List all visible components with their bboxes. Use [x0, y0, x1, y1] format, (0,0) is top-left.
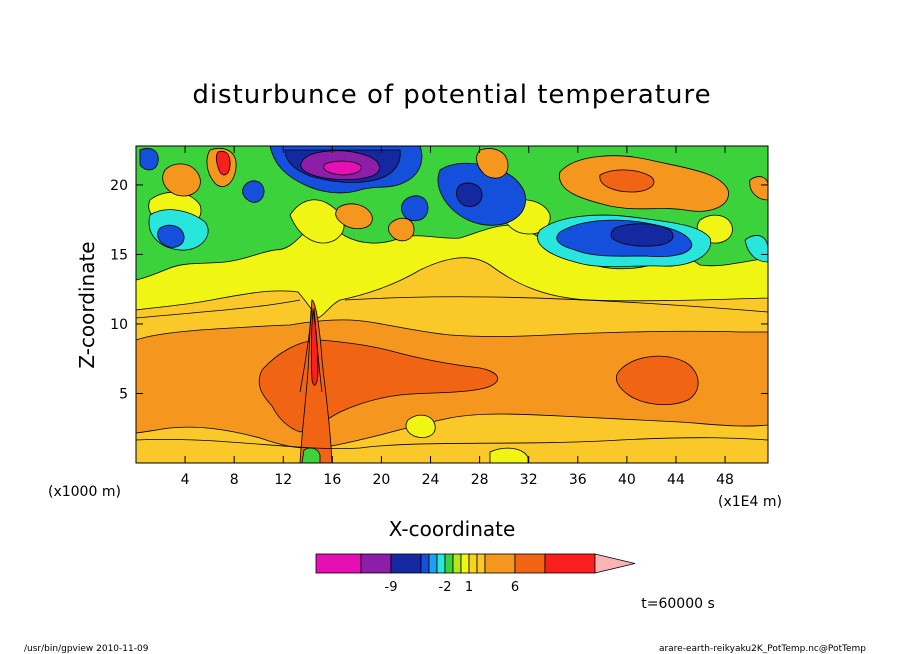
- field-yellow-lower-2: [489, 447, 529, 463]
- colorbar-tick-label: 1: [465, 580, 473, 595]
- plot-area: [136, 146, 768, 463]
- colorbar-box: [315, 553, 362, 574]
- colorbar-tick-label: 6: [511, 580, 519, 595]
- field-orange-mid: [335, 203, 373, 230]
- colorbar-box: [444, 553, 454, 574]
- plot-frame: [135, 145, 769, 464]
- y-axis-label: Z-coordinate: [75, 241, 99, 368]
- footer-right: arare-earth-reikyaku2K_PotTemp.nc@PotTem…: [659, 644, 866, 654]
- colorbar-tick-label: -2: [439, 580, 452, 595]
- field-darkblue-right: [610, 223, 674, 247]
- x-tick-label: 40: [618, 472, 636, 488]
- time-label: t=60000 s: [641, 596, 715, 612]
- colorbar: -9 -2 1 6: [315, 553, 636, 595]
- contour-line: [313, 307, 323, 393]
- footer-left: /usr/bin/gpview 2010-11-09: [24, 644, 149, 654]
- field-orange-mid2: [388, 217, 415, 242]
- colorbar-box: [514, 553, 546, 574]
- x-unit-left: (x1000 m): [48, 484, 121, 500]
- field-blue-left: [157, 224, 185, 248]
- y-axis: 5 10 15 20: [110, 178, 768, 402]
- colorbar-box: [390, 553, 422, 574]
- field-orange-upper-left: [162, 163, 201, 197]
- colorbar-box: [484, 553, 516, 574]
- x-tick-label: 8: [230, 472, 239, 488]
- colorbar-box: [544, 553, 596, 574]
- x-axis: 4 8 12 16 20 24 28 32 36 40 44 48: [181, 146, 734, 488]
- field-blue-small-2: [400, 195, 429, 222]
- field-cyan-3: [744, 235, 768, 263]
- chart-title: disturbunce of potential temperature: [192, 80, 711, 110]
- colorbar-box: [420, 553, 430, 574]
- field-orange-top3: [749, 176, 768, 201]
- x-tick-label: 4: [181, 472, 190, 488]
- field-darkblue-mid: [456, 182, 483, 207]
- field-magenta: [323, 160, 362, 176]
- x-tick-label: 44: [667, 472, 685, 488]
- x-tick-label: 16: [323, 472, 341, 488]
- field-darkorange-right: [616, 355, 699, 406]
- x-unit-right: (x1E4 m): [718, 494, 782, 510]
- colorbar-box: [360, 553, 392, 574]
- field-plume-green: [301, 447, 321, 463]
- colorbar-box: [460, 553, 470, 574]
- y-tick-label: 20: [110, 178, 128, 194]
- contour-line: [136, 299, 301, 319]
- field-blue-small-3: [139, 148, 159, 171]
- x-tick-label: 12: [274, 472, 292, 488]
- x-tick-label: 32: [520, 472, 538, 488]
- contour-line: [299, 307, 313, 393]
- field-orange-inner-right: [599, 169, 655, 193]
- y-tick-label: 15: [110, 247, 128, 263]
- x-tick-label: 28: [471, 472, 489, 488]
- colorbar-box: [468, 553, 478, 574]
- y-tick-label: 10: [110, 317, 128, 333]
- contour-line: [136, 437, 768, 450]
- contour-line: [344, 296, 768, 313]
- contour-lines: [136, 296, 768, 450]
- x-tick-label: 24: [422, 472, 440, 488]
- x-tick-label: 36: [569, 472, 587, 488]
- colorbar-arrow: [594, 553, 636, 574]
- field-yellow-lower-1: [405, 414, 436, 438]
- field-orange-top2: [476, 148, 509, 179]
- field-red-col: [215, 150, 231, 176]
- colorbar-tick-label: -9: [385, 580, 398, 595]
- x-tick-label: 20: [373, 472, 391, 488]
- x-axis-label: X-coordinate: [389, 517, 516, 541]
- colorbar-box: [452, 553, 462, 574]
- colorbar-box: [428, 553, 438, 574]
- field-blue-small-1: [242, 180, 265, 203]
- colorbar-box: [476, 553, 486, 574]
- x-tick-label: 48: [716, 472, 734, 488]
- y-tick-label: 5: [119, 386, 128, 402]
- colorbar-box: [436, 553, 446, 574]
